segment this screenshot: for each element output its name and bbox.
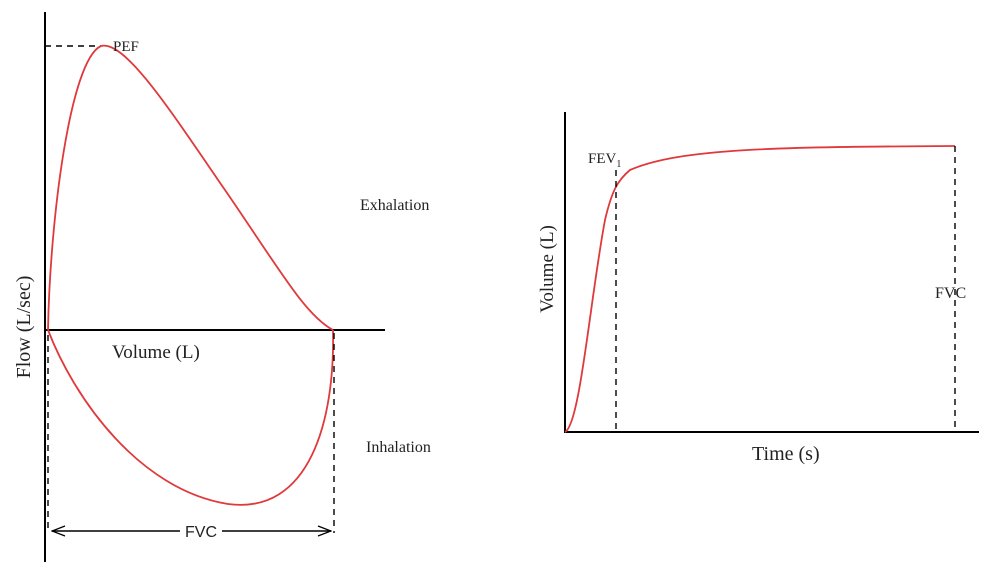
flow-volume-loop: PEF Exhalation Volume (L) Inhalation FVC…: [13, 12, 431, 562]
volume-time-curve: FEV1 FVC Time (s) Volume (L): [537, 112, 979, 465]
exhalation-label: Exhalation: [360, 197, 429, 214]
fvc-label-right: FVC: [935, 285, 966, 302]
inhalation-curve: [47, 329, 334, 506]
volume-axis-label-right: Volume (L): [537, 225, 558, 313]
flow-axis-label: Flow (L/sec): [13, 276, 35, 379]
volume-curve: [564, 145, 956, 433]
pef-label: PEF: [113, 39, 139, 55]
fev1-subscript: 1: [616, 159, 621, 170]
inhalation-label: Inhalation: [366, 439, 431, 456]
volume-axis-label: Volume (L): [112, 342, 200, 363]
exhalation-curve: [47, 44, 334, 331]
fev1-label: FEV1: [588, 151, 621, 170]
time-axis-label: Time (s): [752, 443, 820, 465]
fvc-label-left: FVC: [185, 524, 217, 541]
